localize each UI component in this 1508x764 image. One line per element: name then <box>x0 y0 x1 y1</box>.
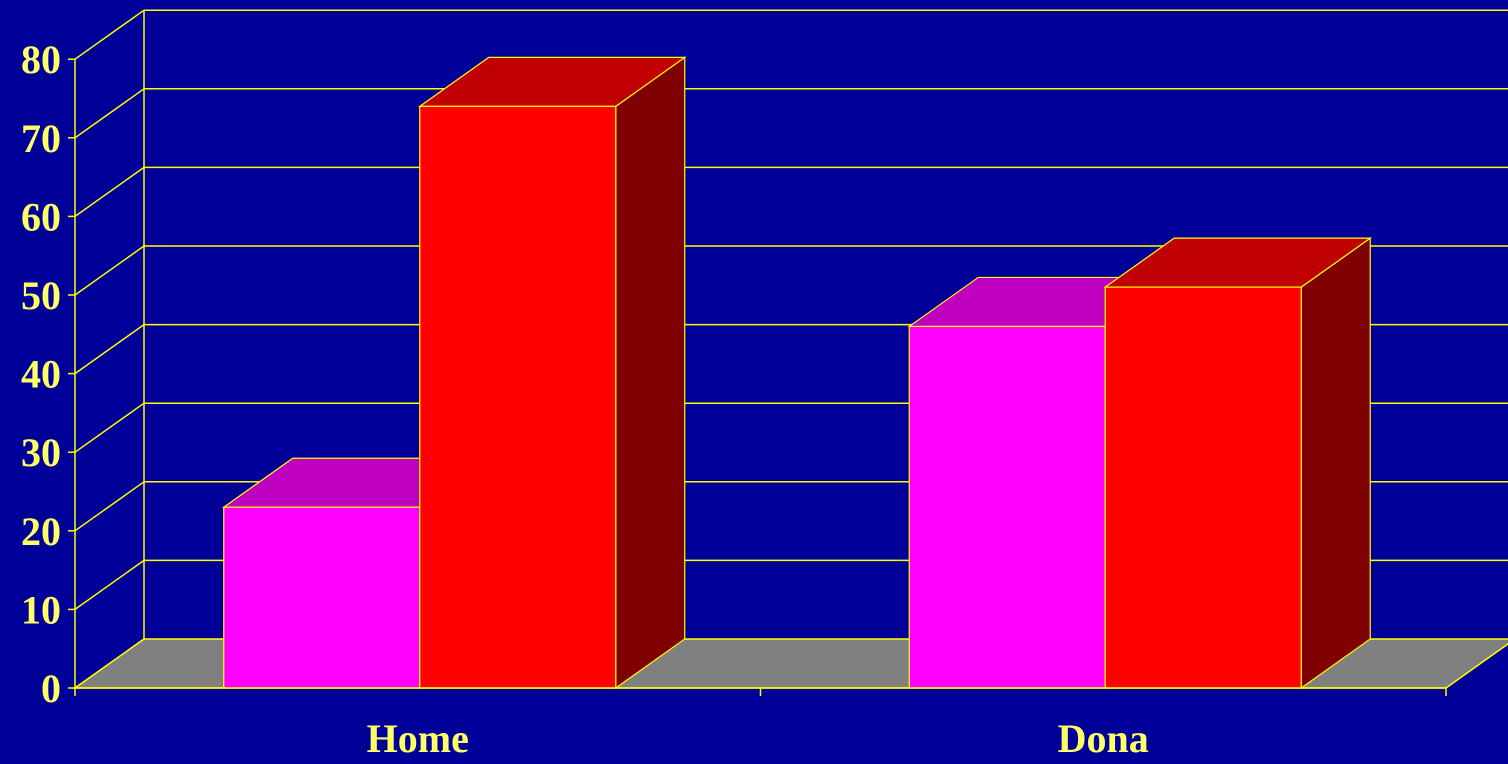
y-tick-label-30: 30 <box>21 430 61 475</box>
bar-side-face <box>615 56 686 690</box>
chart-axes <box>68 58 1447 696</box>
y-tick-label-70: 70 <box>21 116 61 161</box>
gridline-side <box>74 323 145 375</box>
y-tick-label-20: 20 <box>21 509 61 554</box>
x-tick-labels: Home Dona <box>367 716 1149 761</box>
gridline-side <box>74 402 145 453</box>
bar-front-face <box>223 506 421 689</box>
y-tick-label-80: 80 <box>21 37 61 82</box>
gridline-side <box>74 559 145 611</box>
gridline-side <box>74 481 145 532</box>
gridline-side <box>74 245 145 296</box>
bar-home-series-2 <box>417 56 687 690</box>
x-category-label-dona: Dona <box>1058 716 1149 759</box>
y-tick-label-50: 50 <box>21 273 61 318</box>
y-tick-label-10: 10 <box>21 587 61 632</box>
y-tick-label-0: 0 <box>41 666 61 711</box>
y-tick-label-60: 60 <box>21 194 61 239</box>
y-tick-labels: 0 10 20 30 40 50 60 70 80 <box>21 37 61 711</box>
gridline-side <box>74 88 145 139</box>
gridline-side <box>74 9 145 60</box>
bar-side-face <box>1300 236 1371 690</box>
bar-front-face <box>1104 286 1302 689</box>
y-tick-label-40: 40 <box>21 352 61 397</box>
bar-dona-series-2 <box>1103 236 1373 690</box>
bar-front-face <box>908 325 1106 689</box>
gridline-side <box>74 166 145 218</box>
bar-front-face <box>419 105 617 689</box>
chart-bars <box>221 56 1373 690</box>
x-category-label-home: Home <box>367 716 469 759</box>
